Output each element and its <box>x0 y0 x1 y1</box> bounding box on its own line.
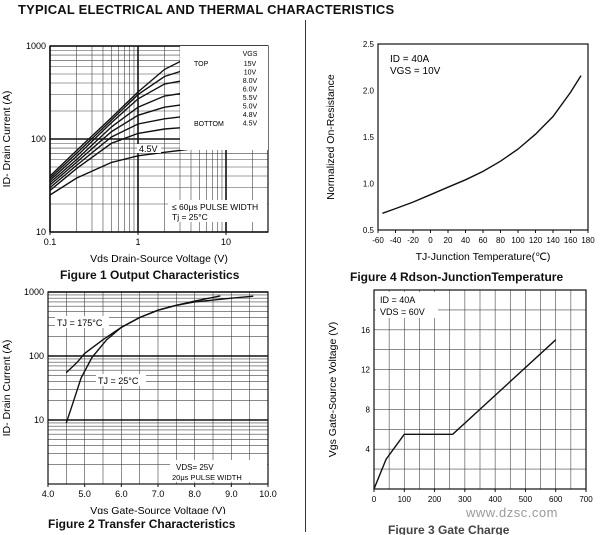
series-label-175c: TJ = 175°C <box>57 318 103 328</box>
x-tick-label: 60 <box>479 236 488 245</box>
x-tick-label: 9.0 <box>225 489 238 499</box>
x-tick-label: 300 <box>458 495 472 504</box>
legend-background <box>180 46 268 150</box>
legend-entry: 4.8V <box>243 112 258 119</box>
x-tick-label: 100 <box>511 236 525 245</box>
y-tick-label: 10 <box>34 415 44 425</box>
x-tick-label: 100 <box>398 495 412 504</box>
legend-entry: 5.0V <box>243 104 258 111</box>
legend-entry: 4.5V <box>243 121 258 128</box>
y-tick-label: 10 <box>36 227 46 237</box>
y-axis-label: ID- Drain Current (A) <box>1 340 13 437</box>
note-id: ID = 40A <box>380 295 415 305</box>
figure-4-caption: Figure 4 Rdson-JunctionTemperature <box>350 270 564 284</box>
series-label-background <box>55 316 109 328</box>
note-pulse-width: 20μs PULSE WIDTH <box>172 473 242 482</box>
y-tick-label: 2.0 <box>363 87 375 96</box>
vertical-divider <box>305 20 306 532</box>
x-tick-label: 120 <box>529 236 543 245</box>
curve-label-4-5v: 4.5V <box>139 144 158 154</box>
note-vds: VDS = 60V <box>380 307 425 317</box>
legend-entry: 5.5V <box>243 95 258 102</box>
x-tick-label: 5.0 <box>78 489 91 499</box>
y-tick-label: 2.5 <box>363 40 375 49</box>
legend-entry: 6.0V <box>243 87 258 94</box>
legend-entry: 8.0V <box>243 78 258 85</box>
x-tick-label: 500 <box>519 495 533 504</box>
x-tick-label: 0.1 <box>44 237 57 247</box>
x-tick-label: -20 <box>407 236 419 245</box>
x-tick-label: 700 <box>579 495 593 504</box>
y-tick-label: 1000 <box>24 287 44 297</box>
note-vgs: VGS = 10V <box>390 66 441 77</box>
x-tick-label: 600 <box>549 495 563 504</box>
y-tick-label: 1.0 <box>363 180 375 189</box>
y-tick-label: 16 <box>361 326 370 335</box>
notes-background <box>376 292 438 318</box>
figure-1-output-characteristics-chart: 0.1 1 10 10 100 1000 Vds Drain-Source Voltage … <box>1 41 269 265</box>
figure-3-gate-charge-chart: 0 100 200 300 400 500 600 700 4 8 12 16 Vgs Gate-Sou… <box>327 289 593 504</box>
y-tick-label: 8 <box>366 405 371 414</box>
watermark: www.dzsc.com <box>466 505 558 520</box>
x-tick-label: 140 <box>546 236 560 245</box>
x-tick-label: 200 <box>428 495 442 504</box>
x-axis-label: Vgs Gate-Source Voltage (V) <box>90 505 225 514</box>
y-axis-label: Vgs Gate-Source Voltage (V) <box>327 322 339 457</box>
x-tick-label: 4.0 <box>42 489 55 499</box>
x-tick-label: 10 <box>221 237 231 247</box>
x-tick-label: 6.0 <box>115 489 128 499</box>
y-tick-label: 0.5 <box>363 226 375 235</box>
x-axis-label: TJ-Junction Temperature(℃) <box>416 251 551 263</box>
x-tick-label: 160 <box>564 236 578 245</box>
x-tick-label: 20 <box>444 236 453 245</box>
y-tick-label: 1.5 <box>363 133 375 142</box>
x-tick-label: 40 <box>461 236 470 245</box>
y-tick-label: 12 <box>361 366 370 375</box>
x-tick-label: 0 <box>372 495 377 504</box>
notes-background <box>168 200 267 222</box>
y-tick-label: 4 <box>366 445 371 454</box>
legend-bottom-label: BOTTOM <box>194 121 224 128</box>
legend-title: VGS <box>243 51 258 58</box>
x-tick-label: 180 <box>581 236 595 245</box>
series-label-background <box>96 374 146 386</box>
x-tick-label: 10.0 <box>259 489 277 499</box>
note-pulse-width: ≤ 60μs PULSE WIDTH <box>172 202 258 212</box>
y-axis-label: ID- Drain Current (A) <box>1 91 13 188</box>
series-label-25c: TJ = 25°C <box>98 376 139 386</box>
y-tick-label: 1000 <box>26 41 46 51</box>
note-id: ID = 40A <box>390 54 430 65</box>
legend-entry: 15V <box>244 61 257 68</box>
x-tick-label: 0 <box>428 236 433 245</box>
y-tick-label: 100 <box>29 351 44 361</box>
x-tick-label: -40 <box>390 236 402 245</box>
legend-entry: 10V <box>244 70 257 77</box>
x-tick-label: -60 <box>372 236 384 245</box>
figure-1-caption: Figure 1 Output Characteristics <box>60 268 240 282</box>
y-axis-label: Normalized On-Resistance <box>325 74 337 200</box>
figure-4-rdson-junction-temperature-chart: -60 -40 -20 0 20 40 60 80 100 120 140 160 1800.51.01… <box>325 40 595 263</box>
note-vds: VDS= 25V <box>176 463 214 472</box>
series-line-0 <box>373 339 557 490</box>
x-tick-label: 7.0 <box>152 489 165 499</box>
plot-frame <box>373 289 587 490</box>
figure-2-transfer-characteristics-chart: 4.0 5.0 6.0 7.0 8.0 9.0 10.0 10 100 1000 Vgs Gate-… <box>1 287 277 514</box>
x-tick-label: 400 <box>488 495 502 504</box>
figure-3-caption: Figure 3 Gate Charge <box>388 523 510 535</box>
x-axis-label: Vds Drain-Source Voltage (V) <box>90 253 228 265</box>
series-line-1 <box>65 295 254 424</box>
figure-2-caption: Figure 2 Transfer Characteristics <box>48 517 236 531</box>
y-tick-label: 100 <box>31 134 46 144</box>
x-tick-label: 8.0 <box>188 489 201 499</box>
curve-label-background <box>137 144 161 153</box>
page-title: TYPICAL ELECTRICAL AND THERMAL CHARACTER… <box>18 2 395 17</box>
x-tick-label: 1 <box>135 237 140 247</box>
x-tick-label: 80 <box>496 236 505 245</box>
notes-background <box>170 460 267 482</box>
legend-top-label: TOP <box>194 61 209 68</box>
note-tj: Tj = 25°C <box>172 212 208 222</box>
series-line-0 <box>382 75 582 214</box>
